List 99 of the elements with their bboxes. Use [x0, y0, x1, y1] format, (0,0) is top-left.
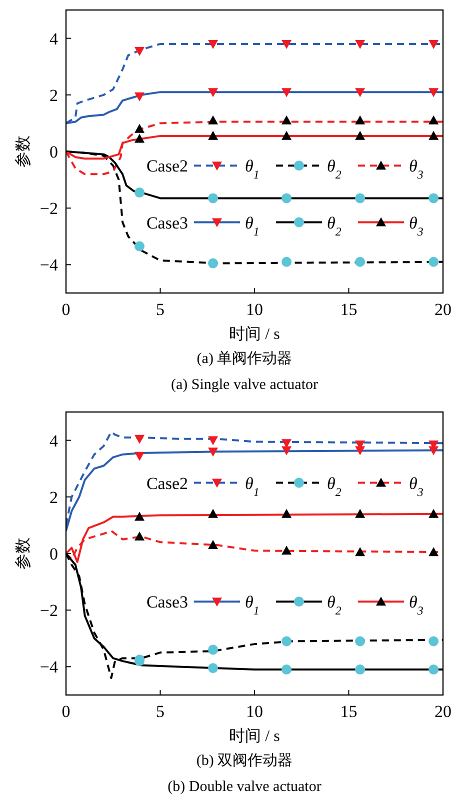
point — [134, 452, 145, 461]
x-tick-label: 20 — [434, 300, 452, 319]
point — [208, 663, 218, 674]
y-tick-label: 0 — [50, 142, 58, 162]
point — [208, 88, 218, 98]
point — [428, 446, 439, 456]
y-tick-label: 4 — [50, 431, 58, 450]
x-tick-label: 20 — [434, 702, 452, 721]
point — [355, 115, 366, 124]
legend-label: θ$_{2}$ — [327, 474, 342, 499]
legend-label: θ$_{1}$ — [245, 213, 260, 238]
point — [134, 532, 145, 541]
point — [208, 508, 218, 518]
y-axis-title: 参数 — [14, 538, 32, 570]
point — [428, 115, 439, 124]
point — [134, 47, 145, 56]
point — [428, 40, 439, 49]
point — [282, 115, 292, 124]
point — [208, 540, 218, 550]
point — [355, 636, 366, 646]
point — [355, 508, 366, 518]
text: (a) Single valve actuator — [170, 377, 318, 393]
point — [134, 241, 145, 252]
x-tick-label: 15 — [340, 702, 358, 721]
point — [282, 546, 292, 555]
point — [208, 436, 218, 446]
legend-label: θ$_{3}$ — [409, 156, 424, 182]
point — [428, 547, 439, 556]
point — [428, 664, 439, 675]
point — [208, 644, 218, 655]
point — [282, 193, 292, 204]
point — [355, 547, 366, 556]
point — [208, 258, 218, 268]
x-tick-label: 10 — [246, 702, 263, 721]
point — [355, 664, 366, 675]
legend-label: θ$_{1}$ — [245, 156, 260, 182]
point — [428, 193, 439, 204]
x-tick-label: 0 — [62, 300, 70, 319]
point — [428, 88, 439, 98]
point — [355, 193, 366, 204]
point — [134, 434, 145, 444]
point — [355, 40, 366, 49]
point — [208, 448, 218, 457]
text: (b) 双阀作动器 — [196, 752, 293, 769]
text: (a) 单阀作动器 — [196, 350, 292, 367]
point — [208, 193, 218, 204]
y-tick-label: −2 — [40, 199, 58, 218]
annotation: Case3 — [146, 213, 188, 232]
text: (b) Double valve actuator — [168, 779, 322, 795]
x-tick-label: 10 — [246, 300, 263, 319]
x-tick-label: 5 — [156, 702, 164, 721]
x-tick-label: 5 — [156, 300, 164, 319]
point — [208, 130, 218, 140]
y-tick-label: −2 — [40, 601, 58, 620]
point — [355, 256, 366, 267]
point — [355, 88, 366, 98]
point — [208, 115, 218, 124]
y-tick-label: 0 — [50, 544, 58, 564]
point — [282, 664, 292, 675]
point — [282, 256, 292, 267]
point — [134, 188, 145, 198]
point — [355, 130, 366, 140]
legend-label: θ$_{3}$ — [409, 592, 424, 618]
point — [282, 508, 292, 518]
point — [428, 256, 439, 267]
point — [282, 130, 292, 140]
legend-label: θ$_{2}$ — [327, 213, 342, 238]
y-tick-label: 2 — [50, 86, 58, 105]
point — [355, 446, 366, 456]
point — [428, 130, 439, 140]
y-tick-label: 4 — [50, 29, 58, 48]
point — [282, 446, 292, 456]
annotation: Case2 — [146, 156, 188, 176]
x-axis-title: 时间 / s — [229, 727, 280, 745]
point — [134, 134, 145, 143]
y-tick-label: −4 — [40, 658, 58, 677]
x-tick-label: 15 — [340, 300, 358, 319]
point — [428, 508, 439, 518]
legend-label: θ$_{3}$ — [409, 474, 424, 499]
legend-label: θ$_{2}$ — [327, 592, 342, 618]
y-axis-title: 参数 — [14, 136, 32, 168]
y-tick-label: 2 — [50, 488, 58, 507]
legend-label: θ$_{1}$ — [245, 474, 260, 499]
y-tick-label: −4 — [40, 256, 58, 275]
legend-label: θ$_{3}$ — [409, 213, 424, 238]
point — [134, 124, 145, 133]
x-tick-label: 0 — [62, 702, 70, 721]
point — [282, 88, 292, 98]
point — [282, 40, 292, 49]
point — [134, 512, 145, 521]
point — [208, 40, 218, 49]
point — [428, 636, 439, 646]
annotation: Case3 — [146, 592, 188, 612]
point — [282, 636, 292, 646]
annotation: Case2 — [146, 474, 188, 493]
point — [134, 92, 145, 102]
x-axis-title: 时间 / s — [229, 325, 280, 343]
legend-label: θ$_{2}$ — [327, 156, 342, 182]
legend-label: θ$_{1}$ — [245, 592, 260, 618]
